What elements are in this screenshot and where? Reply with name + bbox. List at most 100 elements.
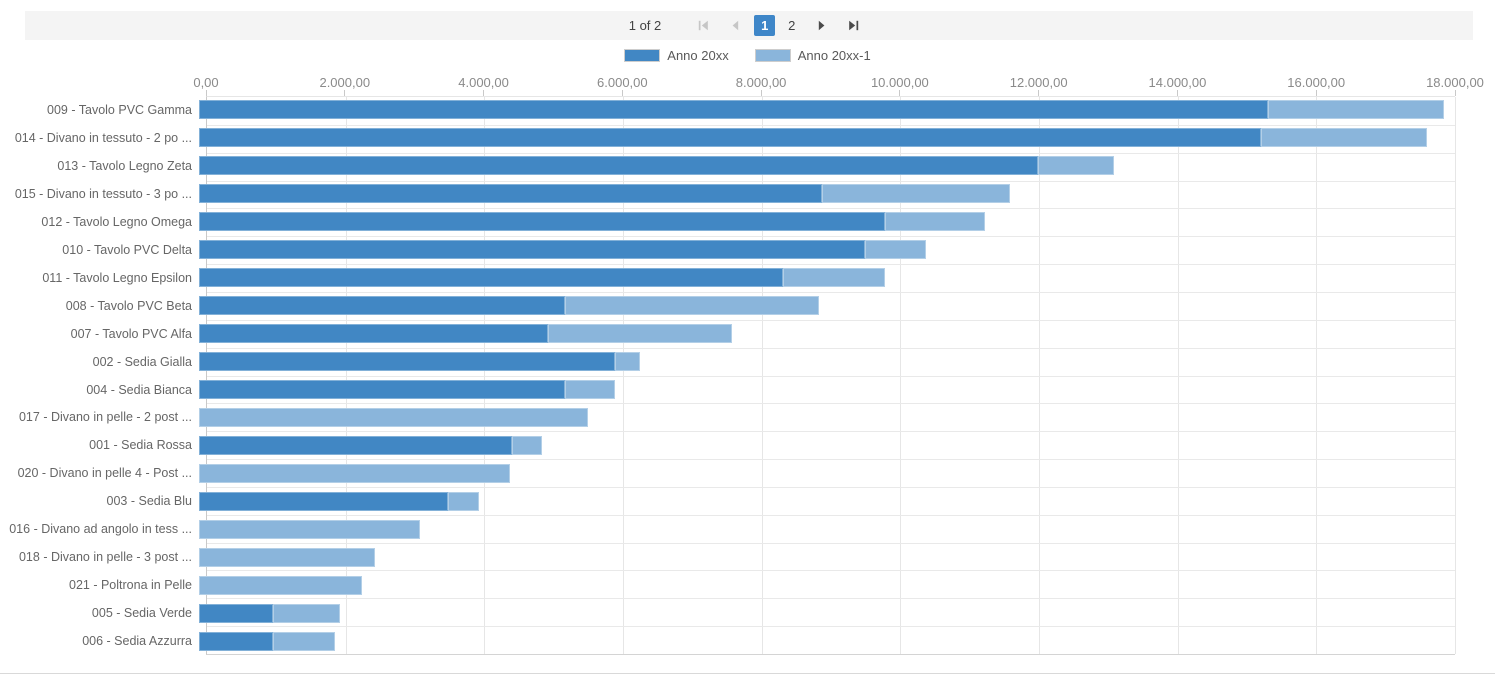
- bar-segment-previous-year[interactable]: [448, 491, 480, 511]
- horizontal-gridline: [207, 431, 1455, 433]
- bar-track: [199, 152, 1448, 180]
- bar-segment-previous-year[interactable]: [199, 575, 363, 595]
- category-label: 016 - Divano ad angolo in tess ...: [9, 522, 192, 537]
- horizontal-gridline: [207, 514, 1455, 516]
- x-axis-label: 14.000,00: [1148, 75, 1207, 90]
- last-page-icon[interactable]: [845, 18, 861, 34]
- bar-segment-previous-year[interactable]: [511, 435, 542, 455]
- bar-segment-previous-year[interactable]: [199, 519, 421, 539]
- bar-track: [199, 348, 1448, 376]
- chart-row: 003 - Sedia Blu: [0, 487, 1455, 515]
- x-axis-tick-mark: [483, 90, 485, 96]
- legend-swatch-icon: [624, 48, 661, 62]
- category-label: 012 - Tavolo Legno Omega: [41, 214, 192, 229]
- bar-segment-previous-year[interactable]: [865, 240, 927, 260]
- chart-rows: 009 - Tavolo PVC Gamma 014 - Divano in te…: [0, 96, 1455, 655]
- horizontal-gridline: [207, 459, 1455, 461]
- bar-track: [199, 124, 1448, 152]
- bar-segment-previous-year[interactable]: [199, 547, 376, 567]
- stacked-bar: [199, 324, 1448, 344]
- bar-track: [199, 515, 1448, 543]
- bar-segment-current-year[interactable]: [199, 128, 1261, 148]
- category-label: 008 - Tavolo PVC Beta: [65, 298, 192, 313]
- page-button-1[interactable]: 1: [754, 15, 776, 36]
- vertical-gridline: [1455, 97, 1456, 654]
- chart-row: 008 - Tavolo PVC Beta: [0, 292, 1455, 320]
- stacked-bar: [199, 435, 1448, 455]
- bar-segment-current-year[interactable]: [199, 603, 274, 623]
- bar-segment-previous-year[interactable]: [783, 268, 886, 288]
- horizontal-gridline: [207, 375, 1455, 377]
- bar-segment-previous-year[interactable]: [564, 296, 819, 316]
- bar-segment-current-year[interactable]: [199, 240, 866, 260]
- horizontal-gridline: [207, 264, 1455, 266]
- bar-segment-current-year[interactable]: [199, 324, 549, 344]
- legend-item-1[interactable]: Anno 20xx-1: [754, 48, 871, 63]
- chart-row: 016 - Divano ad angolo in tess ...: [0, 515, 1455, 543]
- x-axis-tick-mark: [899, 90, 901, 96]
- next-page-icon[interactable]: [813, 18, 829, 34]
- category-label: 006 - Sedia Azzurra: [82, 634, 192, 649]
- bar-segment-current-year[interactable]: [199, 296, 565, 316]
- x-axis-tick-mark: [1454, 90, 1456, 96]
- bar-segment-previous-year[interactable]: [548, 324, 732, 344]
- bar-segment-previous-year[interactable]: [822, 184, 1011, 204]
- bar-track: [199, 403, 1448, 431]
- bar-segment-current-year[interactable]: [199, 184, 823, 204]
- horizontal-gridline: [207, 598, 1455, 600]
- first-page-icon[interactable]: [695, 18, 711, 34]
- bar-segment-current-year[interactable]: [199, 491, 449, 511]
- bar-segment-current-year[interactable]: [199, 352, 616, 372]
- bar-segment-current-year[interactable]: [199, 100, 1268, 120]
- bar-segment-previous-year[interactable]: [1260, 128, 1428, 148]
- bar-segment-current-year[interactable]: [199, 212, 886, 232]
- stacked-bar: [199, 575, 1448, 595]
- category-label: 007 - Tavolo PVC Alfa: [70, 326, 192, 341]
- chart-row: 007 - Tavolo PVC Alfa: [0, 320, 1455, 348]
- bar-segment-previous-year[interactable]: [564, 380, 615, 399]
- bar-track: [199, 431, 1448, 459]
- horizontal-gridline: [207, 124, 1455, 126]
- bar-segment-previous-year[interactable]: [273, 631, 336, 651]
- previous-page-icon[interactable]: [727, 18, 743, 34]
- x-axis-label: 12.000,00: [1009, 75, 1068, 90]
- grid-layer: [206, 96, 1456, 655]
- horizontal-gridline: [207, 486, 1455, 488]
- x-axis-tick-mark: [760, 90, 762, 96]
- bar-segment-previous-year[interactable]: [615, 352, 641, 372]
- stacked-bar: [199, 184, 1448, 204]
- category-label: 005 - Sedia Verde: [91, 606, 192, 621]
- category-label: 004 - Sedia Bianca: [86, 382, 192, 397]
- bar-segment-previous-year[interactable]: [199, 407, 589, 427]
- chart-row: 021 - Poltrona in Pelle: [0, 571, 1455, 599]
- bar-track: [199, 236, 1448, 264]
- x-axis-label: 2.000,00: [319, 75, 371, 90]
- bar-segment-current-year[interactable]: [199, 156, 1038, 176]
- bar-segment-previous-year[interactable]: [1037, 156, 1115, 176]
- horizontal-gridline: [207, 542, 1455, 544]
- horizontal-gridline: [207, 208, 1455, 210]
- page-button-2[interactable]: 2: [788, 18, 796, 33]
- bar-track: [199, 487, 1448, 515]
- x-axis-label: 0,00: [193, 75, 219, 90]
- bar-segment-previous-year[interactable]: [199, 463, 510, 483]
- bar-segment-previous-year[interactable]: [885, 212, 986, 232]
- bar-track: [199, 543, 1448, 571]
- chart-row: 012 - Tavolo Legno Omega: [0, 208, 1455, 236]
- bar-segment-previous-year[interactable]: [1267, 100, 1444, 120]
- category-label: 003 - Sedia Blu: [106, 494, 192, 509]
- bar-segment-current-year[interactable]: [199, 435, 512, 455]
- bar-segment-current-year[interactable]: [199, 631, 274, 651]
- bar-segment-current-year[interactable]: [199, 268, 784, 288]
- bar-track: [199, 320, 1448, 348]
- stacked-bar: [199, 407, 1448, 427]
- x-axis-label: 10.000,00: [870, 75, 929, 90]
- legend-item-0[interactable]: Anno 20xx: [624, 48, 729, 63]
- horizontal-gridline: [207, 319, 1455, 321]
- bar-segment-current-year[interactable]: [199, 380, 565, 399]
- x-axis-tick-mark: [344, 90, 346, 96]
- bar-segment-previous-year[interactable]: [273, 603, 341, 623]
- category-label: 020 - Divano in pelle 4 - Post ...: [17, 466, 192, 481]
- stacked-bar-chart: 0,00 2.000,00 4.000,00 6.000,00 8.000,00 10.0…: [0, 74, 1495, 655]
